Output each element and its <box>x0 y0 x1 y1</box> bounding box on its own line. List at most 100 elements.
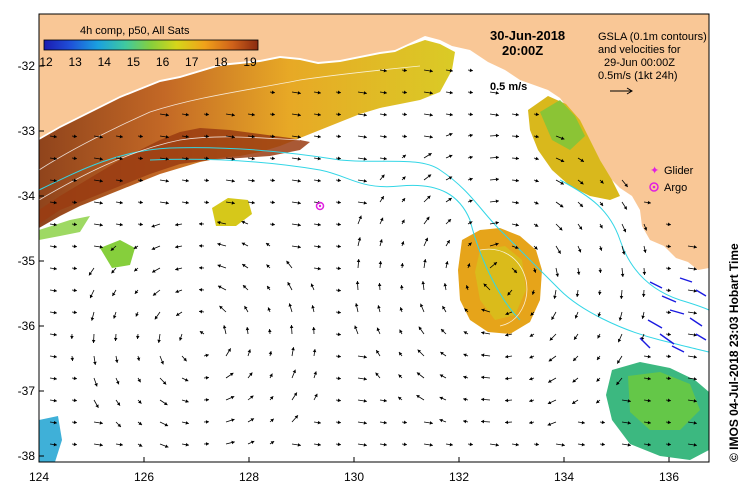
velocity-arrowhead <box>667 266 671 271</box>
velocity-arrowhead <box>134 290 139 294</box>
velocity-arrowhead <box>297 223 301 227</box>
velocity-arrowhead <box>481 331 485 335</box>
velocity-arrowhead <box>667 244 671 249</box>
velocity-arrowhead <box>163 401 168 405</box>
y-tick-label: -34 <box>18 189 36 203</box>
velocity-arrowhead <box>440 351 444 356</box>
velocity-arrowhead <box>378 261 383 265</box>
velocity-arrowhead <box>160 360 164 365</box>
velocity-arrowhead <box>112 292 116 297</box>
velocity-arrowhead <box>99 179 103 183</box>
velocity-arrowhead <box>598 291 602 295</box>
velocity-arrowhead <box>515 178 519 183</box>
velocity-arrowhead <box>242 285 247 289</box>
velocity-arrowhead <box>113 337 118 341</box>
velocity-arrowhead <box>574 315 579 319</box>
velocity-arrowhead <box>117 423 121 428</box>
velocity-arrowhead <box>297 91 301 95</box>
velocity-arrowhead <box>73 222 77 227</box>
velocity-arrowhead <box>271 200 275 205</box>
velocity-arrowhead <box>574 336 578 340</box>
velocity-arrowhead <box>627 399 631 403</box>
velocity-arrowhead <box>337 90 341 95</box>
velocity-arrowhead <box>505 376 509 381</box>
velocity-arrowhead <box>363 355 367 359</box>
velocity-arrowhead <box>383 134 387 139</box>
velocity-arrowhead <box>113 315 117 319</box>
velocity-arrowhead <box>175 222 179 227</box>
argo-marker-dot <box>318 204 322 208</box>
velocity-arrowhead <box>138 400 142 404</box>
velocity-arrowhead <box>445 261 449 265</box>
velocity-arrowhead <box>93 361 97 365</box>
velocity-arrowhead <box>429 443 433 447</box>
velocity-arrowhead <box>463 419 467 424</box>
velocity-arrowhead <box>416 395 420 399</box>
velocity-arrowhead <box>363 377 367 381</box>
velocity-arrowhead <box>559 204 564 208</box>
velocity-arrowhead <box>136 357 141 361</box>
velocity-arrowhead <box>337 266 341 271</box>
velocity-arrowhead <box>219 305 223 310</box>
velocity-arrowhead <box>505 354 509 359</box>
velocity-arrowhead <box>505 398 509 403</box>
velocity-arrowhead <box>469 442 473 447</box>
velocity-arrowhead <box>297 157 301 161</box>
velocity-arrowhead <box>505 333 509 337</box>
velocity-arrowhead <box>73 288 77 293</box>
velocity-arrowhead <box>529 333 534 337</box>
velocity-arrowhead <box>429 91 433 95</box>
velocity-arrowhead <box>165 179 169 183</box>
velocity-arrowhead <box>495 177 499 182</box>
velocity-arrowhead <box>114 359 119 363</box>
velocity-arrowhead <box>53 398 57 403</box>
velocity-arrowhead <box>363 179 367 183</box>
velocity-arrowhead <box>398 374 402 378</box>
argo-marker <box>315 201 325 211</box>
velocity-arrowhead <box>377 305 381 309</box>
velocity-arrowhead <box>151 246 156 251</box>
velocity-arrowhead <box>217 264 221 268</box>
velocity-arrowhead <box>268 329 272 333</box>
gsla-contours <box>39 147 709 353</box>
velocity-arrowhead <box>468 221 473 225</box>
velocity-arrowhead <box>91 339 96 343</box>
velocity-arrowhead <box>421 281 426 285</box>
velocity-arrowhead <box>535 178 539 183</box>
velocity-arrowhead <box>481 419 485 424</box>
velocity-arrowhead <box>292 369 296 374</box>
velocity-arrowhead <box>622 228 627 233</box>
velocity-arrowhead <box>251 178 255 183</box>
velocity-arrowhead <box>99 135 103 139</box>
velocity-arrowhead <box>119 200 123 205</box>
velocity-arrowhead <box>495 443 499 447</box>
velocity-arrowhead <box>313 371 317 375</box>
velocity-arrowhead <box>532 269 537 273</box>
platform-legend: ✦ Glider Argo <box>649 164 694 194</box>
argo-label: Argo <box>664 182 687 194</box>
glider-icon: ✦ <box>650 164 659 177</box>
velocity-arrowhead <box>99 421 103 425</box>
velocity-arrowhead <box>448 154 453 159</box>
velocity-arrowhead <box>288 303 292 307</box>
velocity-arrowhead <box>289 325 294 329</box>
velocity-arrowhead <box>135 313 139 317</box>
velocity-arrowhead <box>53 332 57 337</box>
velocity-arrowhead <box>73 442 77 447</box>
velocity-arrowhead <box>647 200 651 205</box>
y-axis: -32 -33 -34 -35 -36 -37 -38 <box>18 59 44 463</box>
colorbar-tick-label: 12 <box>39 55 53 69</box>
velocity-arrowhead <box>53 244 57 249</box>
velocity-arrowhead <box>505 420 509 425</box>
velocity-arrowhead <box>270 418 274 423</box>
velocity-arrowhead <box>185 200 189 205</box>
velocity-arrowhead <box>693 333 697 337</box>
velocity-arrowhead <box>377 283 382 287</box>
velocity-arrowhead <box>175 289 179 294</box>
velocity-arrowhead <box>667 398 671 403</box>
velocity-arrowhead <box>618 317 623 321</box>
sst-patch-mid-small <box>212 198 252 226</box>
velocity-arrowhead <box>643 249 647 253</box>
velocity-arrowhead <box>531 291 536 295</box>
velocity-arrowhead <box>99 201 103 205</box>
